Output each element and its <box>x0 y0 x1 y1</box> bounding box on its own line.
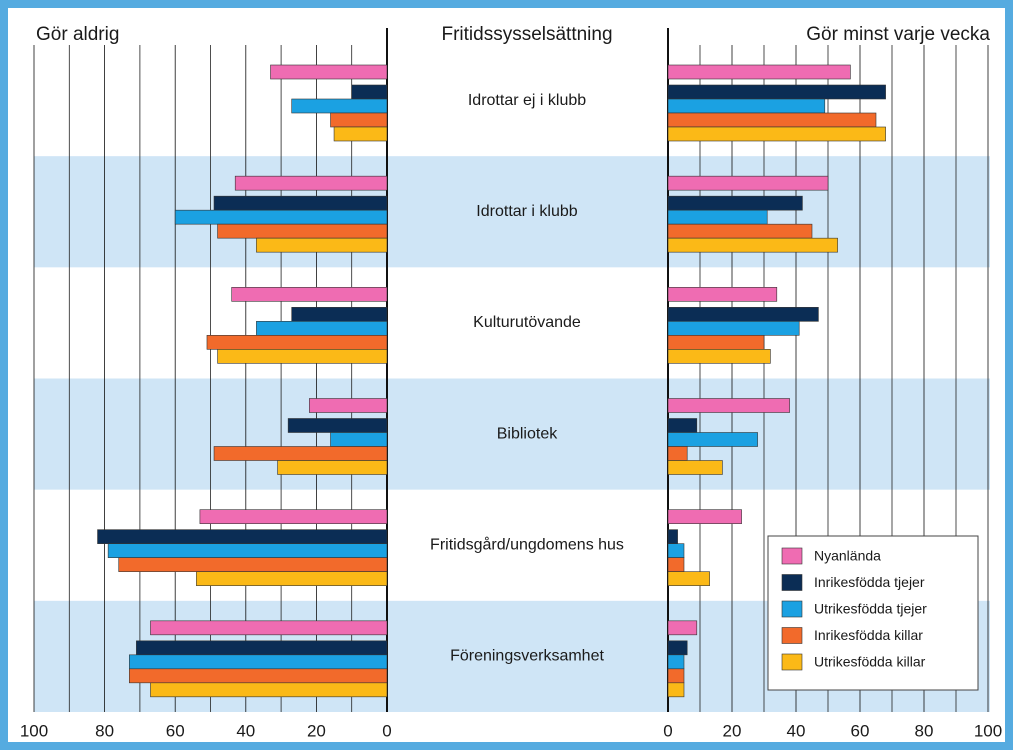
bar <box>330 432 388 447</box>
x-tick-label: 0 <box>382 721 391 740</box>
legend-label: Utrikesfödda tjejer <box>814 601 927 617</box>
category-label: Idrottar ej i klubb <box>468 92 586 109</box>
bar <box>231 287 388 302</box>
center-title: Fritidssysselsättning <box>441 24 612 45</box>
left-title: Gör aldrig <box>36 24 119 45</box>
bar <box>667 84 886 100</box>
bar <box>667 543 685 558</box>
legend-swatch <box>781 653 803 671</box>
bar <box>129 668 388 684</box>
bar <box>97 529 388 544</box>
x-tick-label: 40 <box>236 721 255 740</box>
bar <box>667 335 765 350</box>
bar <box>206 335 388 350</box>
bar <box>667 349 771 364</box>
bar <box>196 571 388 586</box>
bar <box>667 557 685 572</box>
bar <box>667 321 800 336</box>
bar <box>118 557 388 572</box>
bar <box>667 112 877 128</box>
bar <box>351 84 388 100</box>
x-tick-label: 20 <box>307 721 326 740</box>
bar <box>667 446 688 461</box>
bar <box>291 307 388 322</box>
bar <box>234 175 388 191</box>
bar <box>333 126 388 142</box>
bar <box>136 640 388 656</box>
category-label: Bibliotek <box>497 425 558 442</box>
bar <box>667 287 778 302</box>
x-tick-label: 100 <box>20 721 48 740</box>
legend-label: Inrikesfödda tjejer <box>814 574 925 590</box>
bar <box>150 682 388 698</box>
bar <box>309 398 388 413</box>
bar <box>667 398 790 413</box>
bar <box>107 543 388 558</box>
bar <box>199 509 388 524</box>
bar <box>667 195 803 211</box>
bar <box>287 418 388 433</box>
legend-label: Nyanlända <box>814 548 881 564</box>
x-tick-label: 40 <box>787 721 806 740</box>
x-tick-label: 60 <box>851 721 870 740</box>
bar <box>667 223 813 239</box>
bar <box>667 237 838 253</box>
bar <box>667 307 819 322</box>
legend-swatch <box>781 547 803 565</box>
category-label: Föreningsverksamhet <box>450 648 604 665</box>
bar <box>174 209 388 225</box>
bar <box>667 64 851 80</box>
bar <box>213 195 388 211</box>
bar <box>667 126 886 142</box>
legend-swatch <box>781 600 803 618</box>
bar <box>667 432 758 447</box>
legend-swatch <box>781 627 803 644</box>
bar <box>667 175 829 191</box>
bar <box>667 620 698 636</box>
x-tick-label: 20 <box>723 721 742 740</box>
category-label: Idrottar i klubb <box>476 203 577 220</box>
bar <box>217 349 388 364</box>
bar <box>667 418 698 433</box>
x-tick-label: 80 <box>915 721 934 740</box>
bar <box>291 98 388 114</box>
bar <box>150 620 388 636</box>
bar <box>129 654 388 670</box>
x-tick-label: 100 <box>974 721 1002 740</box>
bar <box>270 64 388 80</box>
bar <box>256 321 388 336</box>
bar <box>277 460 388 475</box>
x-tick-label: 0 <box>663 721 672 740</box>
bar <box>667 529 678 544</box>
category-label: Fritidsgård/ungdomens hus <box>430 535 624 553</box>
bar <box>667 98 826 114</box>
bar <box>667 654 685 670</box>
bar <box>667 460 723 475</box>
bar <box>667 640 688 656</box>
bar <box>667 509 742 524</box>
legend-label: Utrikesfödda killar <box>814 654 926 670</box>
bar <box>213 446 388 461</box>
bar <box>667 571 710 586</box>
right-title: Gör minst varje vecka <box>806 24 990 45</box>
legend-swatch <box>781 574 803 591</box>
legend-label: Inrikesfödda killar <box>814 627 923 643</box>
legend-box <box>767 535 979 691</box>
bar <box>667 682 685 698</box>
category-label: Kulturutövande <box>473 314 581 331</box>
bar <box>667 668 685 684</box>
bar <box>217 223 388 239</box>
x-tick-label: 60 <box>166 721 185 740</box>
bar <box>330 112 388 128</box>
x-tick-label: 80 <box>95 721 114 740</box>
bar <box>256 237 388 253</box>
row-band <box>34 378 990 490</box>
bar <box>667 209 768 225</box>
